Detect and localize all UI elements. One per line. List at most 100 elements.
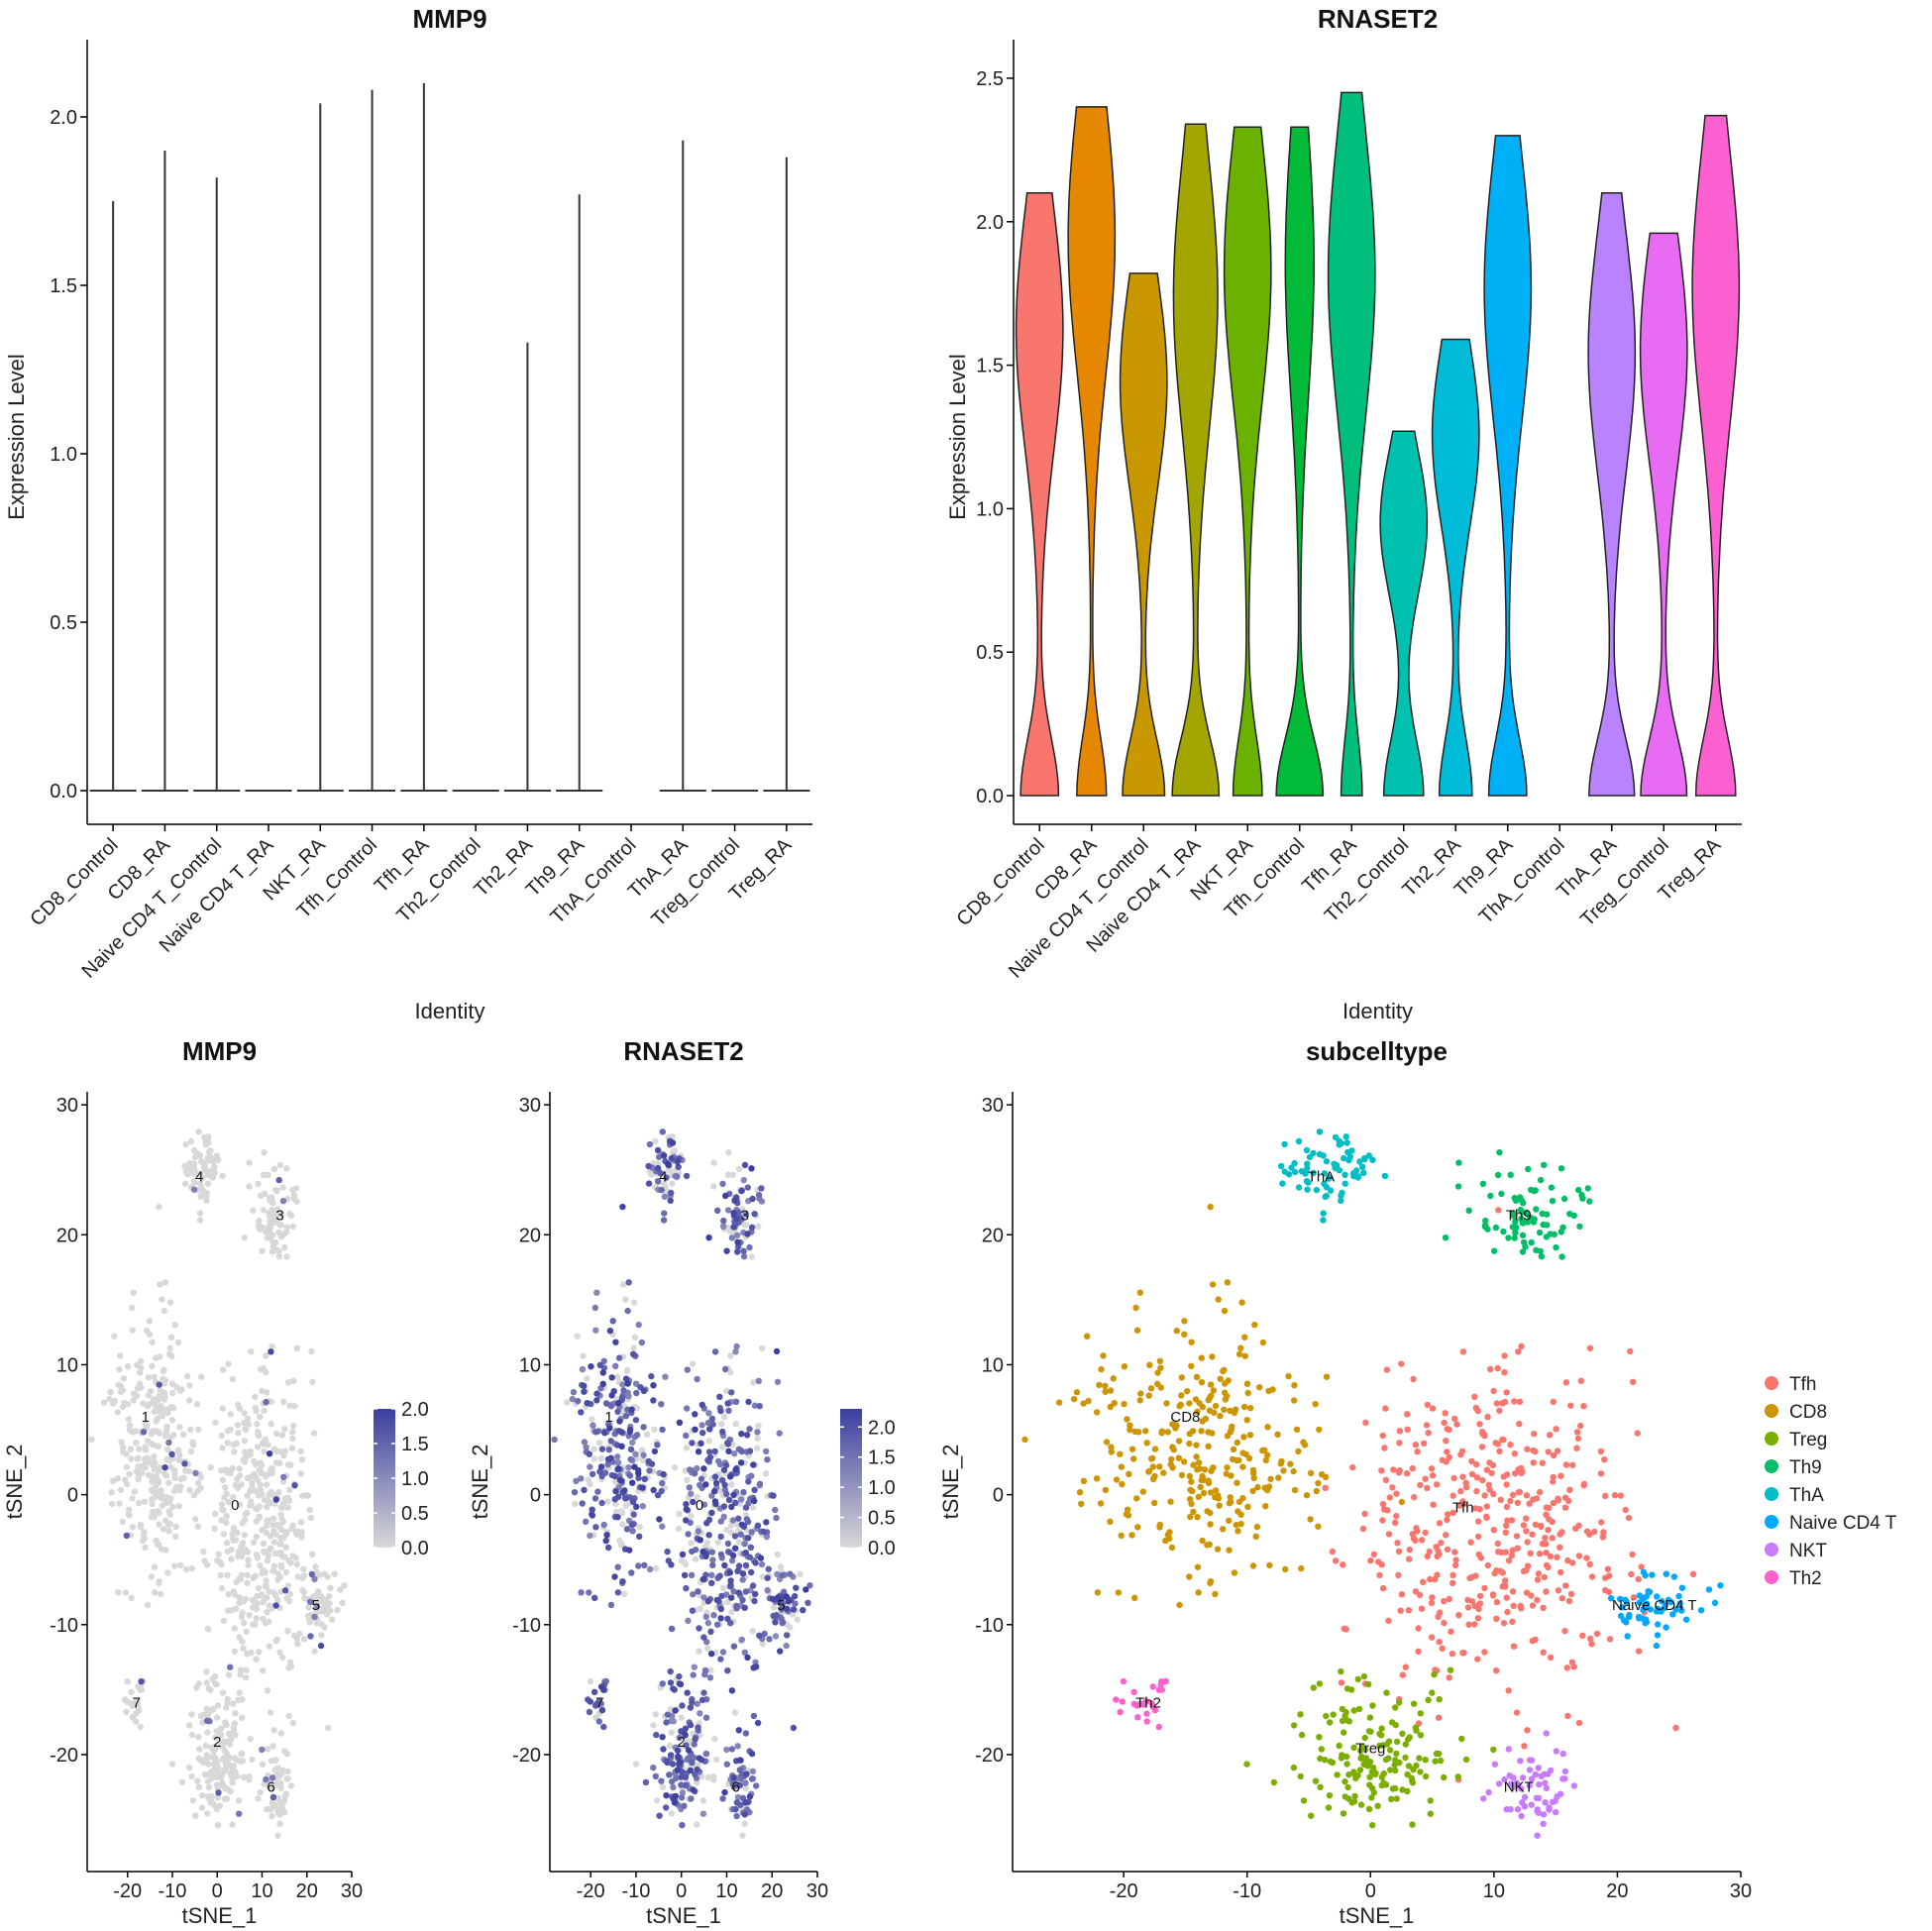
data-point [696,1625,702,1632]
data-point [587,1532,593,1540]
data-point [1224,1464,1231,1471]
data-point [1412,1442,1420,1448]
data-point [1121,1400,1127,1408]
data-point [1156,1357,1164,1364]
data-point [1381,1172,1389,1180]
data-point [230,1494,237,1501]
data-point [1378,1725,1385,1732]
data-point [1217,1375,1224,1382]
data-point [683,1501,690,1508]
data-point [1514,1545,1521,1552]
data-point [280,1473,287,1481]
data-point [224,1699,231,1706]
data-point [625,1464,632,1471]
data-point [628,1406,635,1413]
data-point [1541,1161,1548,1169]
data-point [735,1515,742,1522]
data-point [156,1381,162,1388]
data-point [664,1548,671,1556]
data-point [1561,1504,1569,1511]
data-point [148,1496,156,1503]
data-point [751,1211,758,1218]
data-point [1429,1594,1436,1601]
data-point [285,1664,292,1671]
data-point [129,1304,136,1312]
data-point [196,1210,204,1217]
data-point [1626,1613,1633,1621]
data-point [1486,1459,1493,1466]
data-point [148,1513,156,1521]
data-point [741,1649,748,1656]
data-point [1310,1684,1317,1691]
data-point [1502,1529,1509,1536]
data-point [270,1515,277,1522]
data-point [728,1746,736,1753]
points-group [88,1128,348,1839]
data-point [685,1747,693,1754]
x-axis-label: tSNE_1 [1340,1903,1415,1928]
data-point [1021,1436,1028,1444]
data-point [273,1246,281,1253]
data-point [284,1461,292,1468]
data-point [635,1562,642,1569]
data-point [787,1570,794,1577]
data-point [1454,1183,1462,1190]
data-point [730,1491,737,1498]
data-point [1234,1528,1241,1535]
data-point [661,1210,668,1217]
data-point [244,1579,251,1586]
data-point [635,1469,642,1477]
data-point [114,1475,122,1482]
data-point [241,1438,249,1445]
data-point [668,1729,675,1736]
data-point [228,1556,235,1562]
data-point [1131,1428,1138,1436]
data-point [273,1636,280,1644]
data-point [1496,1407,1503,1414]
data-point [203,1192,210,1199]
data-point [1588,1641,1595,1648]
data-point [1534,1832,1541,1839]
data-point [692,1556,699,1562]
data-point [1117,1708,1124,1716]
data-point [720,1503,728,1510]
data-point [1316,1150,1324,1158]
data-point [1297,1772,1304,1780]
data-point [726,1473,734,1480]
data-point [615,1465,622,1472]
data-point [1318,1746,1325,1753]
legend-label: Th2 [1789,1568,1822,1589]
data-point [1243,1761,1250,1768]
data-point [1366,1759,1374,1766]
data-point [283,1253,290,1260]
data-point [724,1400,731,1407]
data-point [1629,1551,1636,1558]
data-point [1198,1354,1205,1361]
colorbar-tick-label: 2.0 [868,1417,896,1439]
data-point [240,1773,248,1781]
data-point [209,1705,217,1713]
data-point [225,1786,233,1793]
violin-shape [1171,123,1221,797]
data-point [1444,1516,1450,1524]
data-point [1280,1467,1287,1474]
data-point [1516,1398,1524,1405]
data-point [1134,1524,1141,1531]
data-point [1504,1608,1511,1616]
data-point [188,1731,196,1739]
data-point [1553,1748,1559,1755]
data-point [1475,1518,1482,1525]
data-point [658,1186,665,1194]
data-point [1265,1387,1272,1395]
data-point [276,1210,283,1218]
data-point [1619,1604,1626,1611]
data-point [754,1435,761,1442]
y-tick-label: 30 [56,1095,78,1117]
data-point [145,1392,153,1399]
data-point [1518,1197,1525,1204]
data-point [1523,1492,1531,1499]
data-point [1542,1535,1549,1542]
data-point [244,1492,251,1499]
data-point [145,1471,153,1479]
data-point [1450,1474,1457,1482]
